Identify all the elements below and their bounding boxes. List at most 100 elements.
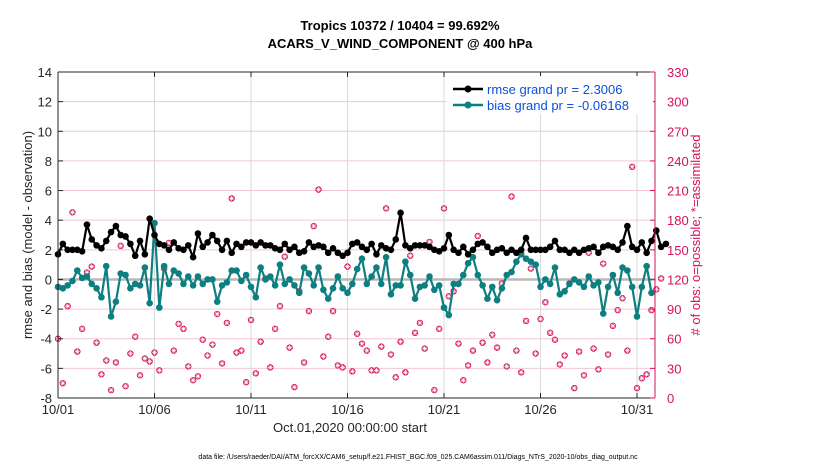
right-y-tick-label: 150 [667, 243, 689, 258]
rmse-point [247, 239, 255, 246]
bias-point [276, 261, 284, 268]
rmse-point [498, 245, 506, 252]
obs-marker-asterisk [629, 164, 635, 170]
obs-marker-asterisk [306, 308, 312, 314]
bias-point [527, 258, 535, 265]
bias-point [397, 282, 404, 289]
bias-point [537, 283, 544, 291]
bias-point [64, 282, 71, 289]
rmse-point [131, 252, 139, 260]
obs-marker-asterisk [648, 307, 654, 313]
rmse-point [194, 230, 202, 237]
bias-point [223, 279, 231, 286]
y-tick-label: 12 [38, 95, 52, 110]
rmse-point [305, 239, 313, 246]
obs-marker-asterisk [436, 326, 442, 332]
obs-marker [522, 317, 530, 325]
bias-point [633, 313, 641, 320]
rmse-point [532, 246, 539, 254]
obs-marker-asterisk [552, 337, 558, 343]
obs-marker-asterisk [89, 264, 95, 270]
rmse-point [320, 243, 327, 251]
bias-point [127, 285, 134, 292]
rmse-point [460, 243, 467, 251]
obs-marker [329, 307, 337, 315]
bias-point [175, 270, 182, 277]
obs-marker [657, 275, 665, 282]
bias-point [315, 264, 322, 271]
rmse-point [199, 243, 207, 251]
obs-marker-asterisk [345, 264, 350, 270]
obs-marker [103, 357, 110, 364]
bias-point [440, 304, 448, 311]
obs-marker [431, 386, 438, 394]
obs-marker [233, 349, 240, 356]
rmse-point [329, 245, 337, 252]
rmse-point [252, 242, 260, 249]
obs-marker [628, 163, 636, 171]
obs-marker-asterisk [340, 364, 346, 370]
bias-point [69, 277, 76, 285]
data-file-note: data file: /Users/raeder/DAI/ATM_forcXX/… [198, 454, 638, 461]
obs-marker-asterisk [195, 373, 201, 379]
obs-marker-asterisk [335, 362, 341, 368]
rmse-point [397, 209, 404, 217]
obs-marker-asterisk [325, 334, 331, 340]
bias-point [648, 289, 655, 297]
obs-marker [156, 367, 163, 374]
obs-marker [382, 205, 390, 212]
rmse-point [609, 243, 617, 251]
obs-marker-asterisk [94, 340, 100, 346]
bias-point [484, 295, 491, 303]
rmse-point [517, 246, 525, 254]
obs-marker-asterisk [287, 345, 293, 351]
rmse-point [88, 236, 96, 243]
bias-point [643, 262, 650, 270]
obs-marker [426, 238, 433, 246]
obs-marker [74, 348, 81, 355]
bias-point [88, 280, 96, 288]
obs-marker-asterisk [137, 372, 143, 378]
bias-point [585, 273, 593, 280]
obs-marker [387, 351, 395, 358]
obs-marker-asterisk [605, 352, 611, 358]
obs-marker [238, 347, 245, 354]
bias-point [406, 271, 414, 279]
bias-point [508, 268, 515, 276]
obs-marker-asterisk [639, 375, 645, 381]
rmse-point [160, 242, 168, 249]
obs-marker-asterisk [431, 387, 437, 393]
bias-point [580, 283, 588, 291]
bias-point [151, 219, 158, 227]
rmse-point [624, 222, 631, 230]
rmse-point [648, 237, 655, 245]
rmse-point [575, 249, 583, 257]
rmse-point [527, 246, 535, 254]
obs-marker [271, 325, 279, 333]
obs-marker [315, 186, 322, 193]
obs-marker-asterisk [200, 337, 206, 343]
obs-marker [556, 361, 563, 368]
right-y-tick-label: 300 [667, 95, 689, 110]
obs-marker [595, 366, 602, 373]
obs-marker [464, 362, 472, 369]
obs-marker [416, 319, 424, 327]
obs-marker-asterisk [407, 253, 413, 259]
bias-point [305, 270, 313, 277]
obs-marker-asterisk [383, 205, 389, 211]
obs-marker [604, 351, 612, 358]
obs-marker [619, 295, 626, 302]
rmse-point [238, 243, 245, 251]
obs-marker [353, 330, 361, 337]
obs-marker-asterisk [84, 270, 90, 276]
obs-marker [411, 329, 419, 336]
bias-point [257, 264, 264, 271]
bias-point [426, 273, 433, 280]
rmse-point [141, 250, 149, 258]
bias-point [194, 273, 202, 280]
bias-point [599, 310, 607, 317]
obs-marker-asterisk [311, 223, 317, 229]
obs-marker-asterisk [108, 387, 114, 393]
bias-point [546, 280, 554, 288]
rmse-point [657, 243, 665, 251]
